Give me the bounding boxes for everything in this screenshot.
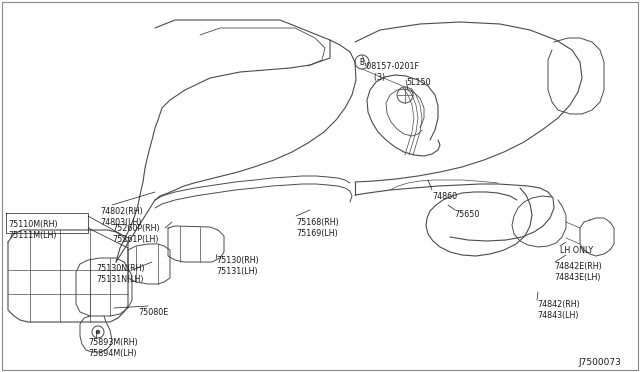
Text: 5L150: 5L150 — [406, 78, 431, 87]
Text: 74860: 74860 — [432, 192, 457, 201]
Circle shape — [97, 330, 99, 334]
Text: 75130(RH)
75131(LH): 75130(RH) 75131(LH) — [216, 256, 259, 276]
Text: 75650: 75650 — [454, 210, 479, 219]
Text: J7500073: J7500073 — [578, 358, 621, 367]
Text: 75080E: 75080E — [138, 308, 168, 317]
Text: 74802(RH)
74803(LH): 74802(RH) 74803(LH) — [100, 207, 143, 227]
Text: 74842E(RH)
74843E(LH): 74842E(RH) 74843E(LH) — [554, 262, 602, 282]
Text: B: B — [360, 58, 364, 67]
Text: ¹08157-0201F
    (3): ¹08157-0201F (3) — [364, 62, 420, 82]
Text: 75168(RH)
75169(LH): 75168(RH) 75169(LH) — [296, 218, 339, 238]
Text: 74842(RH)
74843(LH): 74842(RH) 74843(LH) — [537, 300, 580, 320]
Text: 75893M(RH)
75894M(LH): 75893M(RH) 75894M(LH) — [88, 338, 138, 358]
Text: LH ONLY: LH ONLY — [560, 246, 593, 255]
Text: 75110M(RH)
75111M(LH): 75110M(RH) 75111M(LH) — [8, 220, 58, 240]
Text: 75130N(RH)
75131N(LH): 75130N(RH) 75131N(LH) — [96, 264, 145, 284]
Text: 75260P(RH)
75261P(LH): 75260P(RH) 75261P(LH) — [112, 224, 159, 244]
